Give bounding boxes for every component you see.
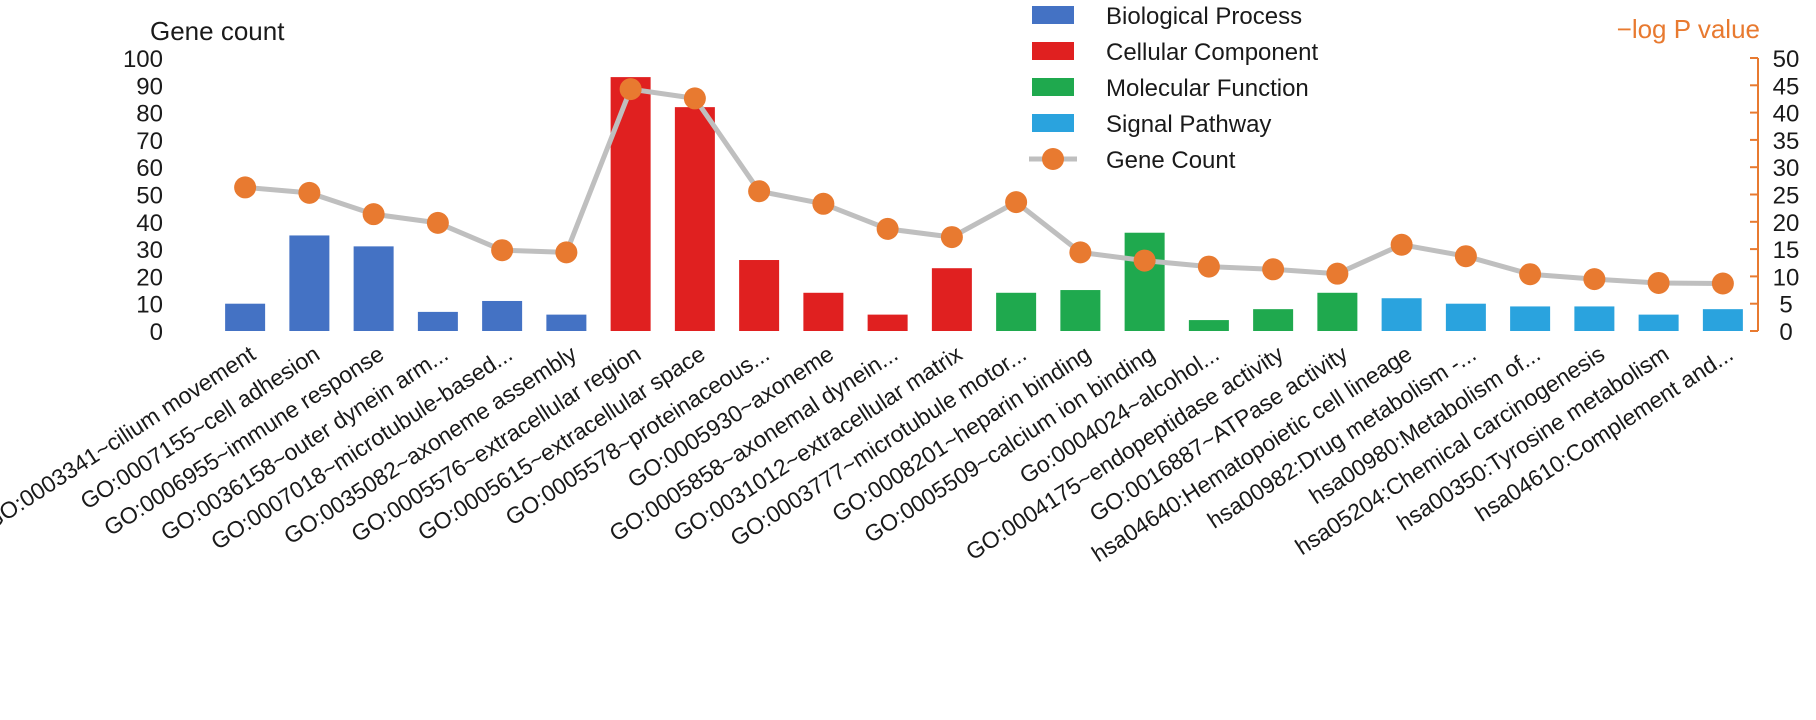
y2-axis-title: −log P value — [1617, 14, 1760, 44]
line-marker — [748, 180, 771, 203]
legend-label: Molecular Function — [1106, 75, 1309, 102]
line-marker — [491, 239, 514, 262]
line-marker — [1133, 249, 1156, 272]
bar-series — [225, 77, 1743, 331]
line-marker — [555, 241, 578, 264]
bar — [996, 292, 1037, 331]
bar — [739, 260, 780, 331]
y-tick-label: 40 — [136, 210, 163, 237]
y2-tick-label: 35 — [1773, 128, 1800, 155]
legend-swatch — [1032, 114, 1074, 132]
bar — [1445, 303, 1486, 331]
y2-tick-label: 40 — [1773, 101, 1800, 128]
line-marker — [426, 211, 449, 234]
bar — [1574, 306, 1615, 331]
y-tick-label: 60 — [136, 155, 163, 182]
line-marker — [940, 226, 963, 249]
line-marker — [1454, 245, 1477, 268]
line-marker — [876, 217, 899, 240]
legend-swatch — [1032, 78, 1074, 96]
y-tick-label: 70 — [136, 128, 163, 155]
bar — [1510, 306, 1551, 331]
legend-label: Biological Process — [1106, 3, 1302, 30]
bar — [803, 292, 844, 331]
bar — [289, 235, 330, 331]
y2-tick-label: 15 — [1773, 237, 1800, 264]
legend-marker — [1042, 148, 1064, 170]
legend-label: Cellular Component — [1106, 39, 1318, 66]
legend-swatch — [1032, 42, 1074, 60]
line-marker — [362, 203, 385, 226]
line-marker — [1647, 271, 1670, 294]
gene-count-line — [234, 78, 1734, 295]
line-marker — [619, 78, 642, 101]
bar — [1317, 292, 1358, 331]
y-axis-title: Gene count — [150, 16, 285, 46]
y-tick-label: 30 — [136, 237, 163, 264]
bar — [546, 314, 587, 331]
bar — [1060, 290, 1101, 331]
y-tick-label: 0 — [150, 319, 163, 346]
bar — [1638, 314, 1679, 331]
y-tick-label: 50 — [136, 183, 163, 210]
y2-tick-label: 20 — [1773, 210, 1800, 237]
legend-label: Signal Pathway — [1106, 111, 1271, 138]
y2-tick-label: 50 — [1773, 46, 1800, 73]
bar — [353, 246, 394, 331]
y2-tick-label: 0 — [1779, 319, 1792, 346]
bar — [1702, 309, 1743, 331]
line-marker — [1390, 233, 1413, 256]
line-marker — [1519, 263, 1542, 286]
y2-tick-label: 5 — [1779, 292, 1792, 319]
bar — [674, 107, 715, 331]
line-marker — [1583, 268, 1606, 291]
line-marker — [812, 192, 835, 215]
bar — [1188, 320, 1229, 331]
line-marker — [234, 176, 257, 199]
line-marker — [1197, 255, 1220, 278]
y-tick-label: 100 — [123, 46, 163, 73]
y-tick-label: 10 — [136, 292, 163, 319]
bar — [417, 311, 458, 331]
line-marker — [1262, 258, 1285, 281]
bar — [931, 268, 972, 331]
y-tick-label: 90 — [136, 73, 163, 100]
line-marker — [1711, 272, 1734, 295]
y2-tick-label: 45 — [1773, 73, 1800, 100]
bar — [225, 303, 266, 331]
legend-swatch — [1032, 6, 1074, 24]
line-marker — [1069, 241, 1092, 264]
y-tick-label: 80 — [136, 101, 163, 128]
y2-tick-label: 30 — [1773, 155, 1800, 182]
legend-label: Gene Count — [1106, 147, 1236, 174]
line-marker — [298, 181, 321, 204]
bar — [1124, 232, 1165, 331]
y2-tick-label: 10 — [1773, 264, 1800, 291]
y-tick-label: 20 — [136, 264, 163, 291]
bar — [1381, 298, 1422, 331]
y2-tick-label: 25 — [1773, 183, 1800, 210]
bar — [610, 77, 651, 331]
line-marker — [1005, 191, 1028, 214]
line-marker — [1326, 262, 1349, 285]
legend: Biological Process Cellular Component Mole… — [1029, 3, 1318, 174]
line-marker — [683, 87, 706, 110]
line-path — [244, 86, 1723, 286]
bar — [482, 300, 523, 331]
bar — [867, 314, 908, 331]
bar — [1253, 309, 1294, 331]
x-axis-labels: GO:0003341~cilium movementGO:0007155~cel… — [0, 340, 1738, 567]
